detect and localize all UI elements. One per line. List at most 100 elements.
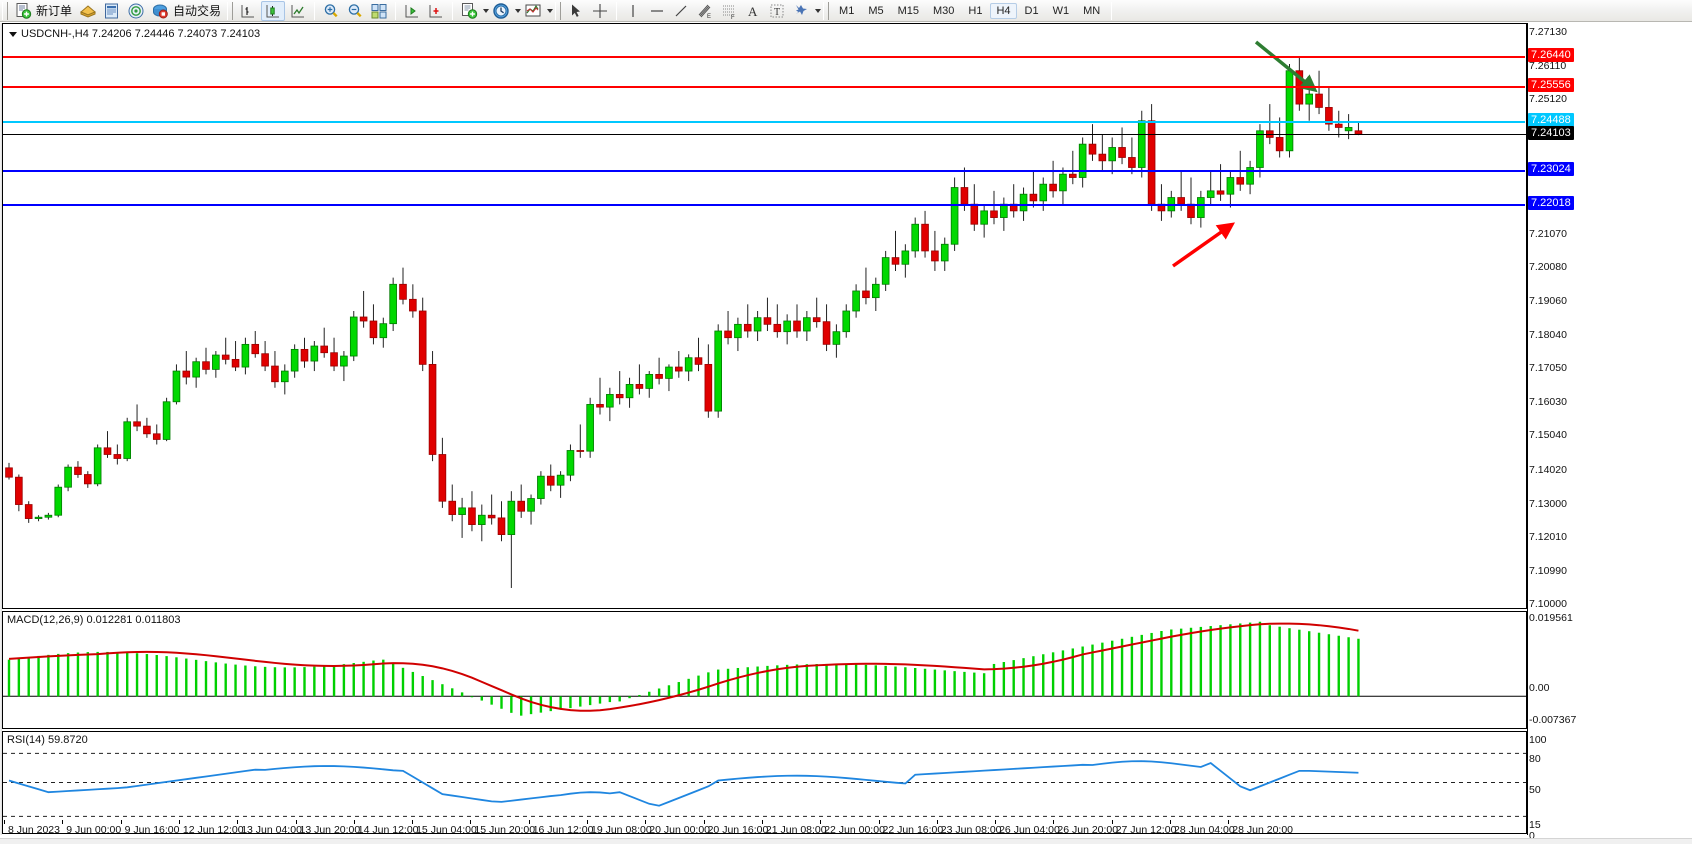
- rsi-pane[interactable]: RSI(14) 59.8720: [2, 731, 1527, 834]
- new-order-icon[interactable]: [12, 1, 34, 21]
- period-clock-icon[interactable]: [490, 1, 512, 21]
- macd-histogram-bar: [27, 657, 30, 697]
- candle-body: [5, 467, 13, 478]
- timeframe-d1[interactable]: D1: [1024, 4, 1039, 17]
- timeframe-m1[interactable]: M1: [839, 4, 855, 17]
- timeframe-h1[interactable]: H1: [968, 4, 983, 17]
- zoom-in-icon[interactable]: [320, 1, 342, 21]
- market-watch-icon[interactable]: [101, 1, 123, 21]
- toolbar-grip-3[interactable]: [555, 1, 562, 20]
- price-line-resistance-lower[interactable]: [3, 84, 1526, 91]
- price-line-resistance-upper[interactable]: [3, 55, 1526, 62]
- price-line-handle[interactable]: [1525, 55, 1526, 62]
- cursor-icon[interactable]: [565, 1, 587, 21]
- timeframe-h4[interactable]: H4: [990, 2, 1017, 19]
- price-line-current-price[interactable]: [3, 134, 1526, 136]
- price-line-handle[interactable]: [1525, 202, 1526, 209]
- text-icon[interactable]: A: [742, 1, 764, 21]
- macd-histogram-bar: [76, 652, 80, 697]
- time-axis[interactable]: 8 Jun 2023 9 Jun 00:00 9 Jun 16:00 12 Jun 1…: [2, 820, 1527, 842]
- candle-body: [1019, 193, 1028, 212]
- price-tick: 7.14020: [1529, 463, 1567, 476]
- auto-scroll-icon[interactable]: [401, 1, 423, 21]
- templates-icon[interactable]: [522, 1, 544, 21]
- candle-body: [290, 348, 299, 372]
- timeframe-mn[interactable]: MN: [1083, 4, 1101, 17]
- price-pane[interactable]: USDCNH-,H4 7.24206 7.24446 7.24073 7.241…: [2, 23, 1527, 609]
- crosshair-icon[interactable]: [589, 1, 611, 21]
- candle-body: [783, 320, 791, 333]
- timeframe-m15[interactable]: M15: [897, 4, 919, 17]
- macd-histogram-bar: [451, 688, 454, 697]
- candle-body: [832, 331, 841, 345]
- price-line-handle[interactable]: [1525, 169, 1526, 176]
- add-indicator-icon[interactable]: [458, 1, 480, 21]
- expert-advisors-icon[interactable]: [77, 1, 99, 21]
- price-label-support-lower[interactable]: 7.22018: [1528, 195, 1574, 210]
- zoom-out-icon[interactable]: [344, 1, 366, 21]
- macd-histogram-bar: [224, 663, 227, 697]
- timeframe-m5[interactable]: M5: [868, 4, 884, 17]
- price-label-resistance-lower[interactable]: 7.25556: [1528, 77, 1574, 92]
- chart-shift-icon[interactable]: [425, 1, 447, 21]
- fibonacci-icon[interactable]: F: [718, 1, 740, 21]
- autotrading-icon[interactable]: [149, 1, 171, 21]
- equidistant-channel-icon[interactable]: E: [694, 1, 716, 21]
- svg-text:A: A: [748, 4, 758, 19]
- toolbar-grip-2[interactable]: [227, 1, 234, 20]
- toolbar-grip-4[interactable]: [823, 1, 830, 20]
- trendline-icon[interactable]: [670, 1, 692, 21]
- price-line-support-lower[interactable]: [3, 202, 1526, 209]
- chart-area[interactable]: USDCNH-,H4 7.24206 7.24446 7.24073 7.241…: [2, 23, 1690, 842]
- arrows-icon[interactable]: [790, 1, 812, 21]
- candle-body: [1059, 173, 1067, 192]
- new-order-label[interactable]: 新订单: [36, 4, 73, 18]
- horizontal-line-icon[interactable]: [646, 1, 668, 21]
- candle-body: [1344, 127, 1353, 132]
- indicator-dropdown-caret[interactable]: [483, 8, 490, 13]
- candle-body: [477, 514, 486, 525]
- bar-chart-icon[interactable]: [237, 1, 259, 21]
- line-chart-icon[interactable]: [287, 1, 309, 21]
- macd-histogram-bar: [776, 665, 779, 697]
- rsi-label: RSI(14) 59.8720: [7, 734, 88, 746]
- macd-pane[interactable]: MACD(12,26,9) 0.012281 0.011803: [2, 611, 1527, 729]
- candle-body: [793, 320, 801, 332]
- price-label-support-upper[interactable]: 7.23024: [1528, 162, 1574, 177]
- macd-tick: 0.00: [1529, 682, 1550, 694]
- toolbar-grip[interactable]: [2, 1, 8, 20]
- macd-histogram-bar: [1317, 632, 1321, 697]
- price-line-support-upper[interactable]: [3, 169, 1526, 176]
- period-dropdown-caret[interactable]: [515, 8, 522, 13]
- candlestick-chart-icon[interactable]: [261, 0, 286, 21]
- timeframe-m30[interactable]: M30: [933, 4, 955, 17]
- time-tick: 21 Jun 08:00: [761, 820, 827, 836]
- price-tick: 7.12010: [1529, 530, 1567, 543]
- price-axis[interactable]: 7.27130 7.26110 7.25120 7.21070 7.20080 7.190…: [1527, 23, 1690, 842]
- templates-dropdown-caret[interactable]: [547, 8, 554, 13]
- price-line-handle[interactable]: [1525, 84, 1526, 91]
- chart-tile-windows-icon[interactable]: [368, 1, 390, 21]
- text-label-icon[interactable]: T: [766, 1, 788, 21]
- price-label-resistance-upper[interactable]: 7.26440: [1528, 48, 1574, 63]
- macd-histogram-bar: [1150, 632, 1153, 697]
- candle-body: [645, 373, 654, 389]
- chart-menu-caret-icon[interactable]: [9, 31, 17, 37]
- price-line-handle[interactable]: [1525, 120, 1526, 127]
- macd-histogram-bar: [460, 692, 464, 697]
- candle-body: [921, 223, 929, 252]
- macd-histogram-bar: [470, 696, 474, 698]
- vertical-line-icon[interactable]: [622, 1, 644, 21]
- price-label-current-price[interactable]: 7.24103: [1528, 126, 1574, 141]
- macd-histogram-bar: [1229, 624, 1232, 697]
- price-line-cyan-level[interactable]: [3, 120, 1526, 127]
- timeframe-w1[interactable]: W1: [1052, 4, 1070, 17]
- arrows-dropdown-caret[interactable]: [815, 8, 822, 13]
- autotrading-label[interactable]: 自动交易: [173, 4, 222, 18]
- price-label-cyan-level[interactable]: 7.24488: [1528, 113, 1574, 128]
- macd-histogram-bar: [608, 696, 612, 703]
- time-tick: 15 Jun 20:00: [470, 820, 536, 836]
- navigator-icon[interactable]: [125, 1, 147, 21]
- macd-histogram-bar: [894, 666, 897, 697]
- horizontal-scrollbar[interactable]: [0, 838, 1692, 844]
